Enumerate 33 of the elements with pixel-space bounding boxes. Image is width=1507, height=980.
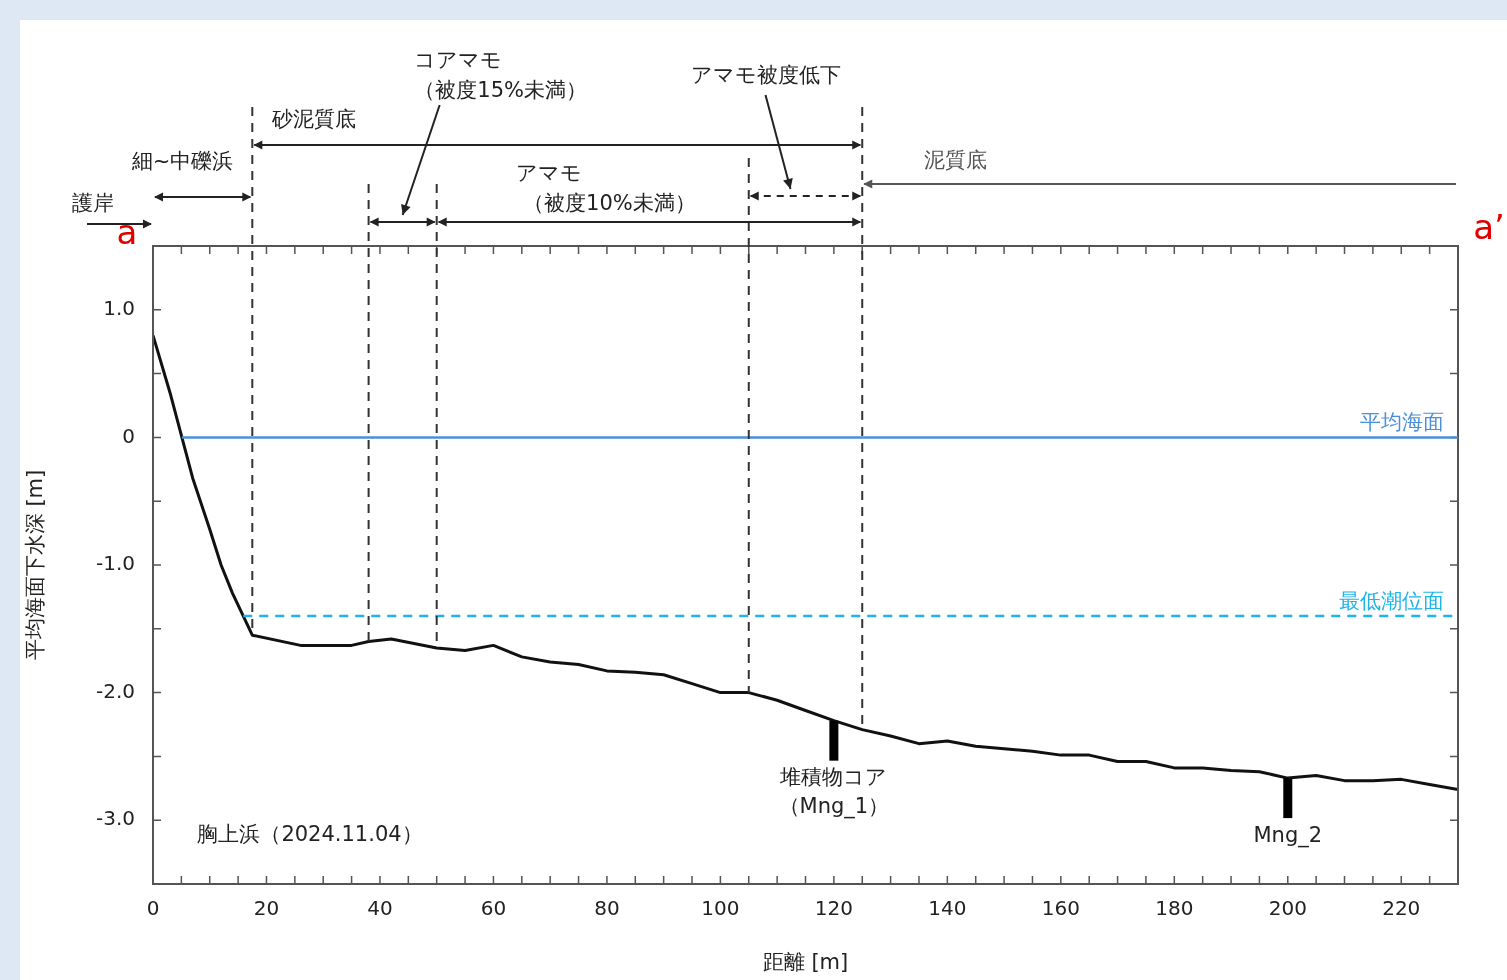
x-axis-title: 距離 [m] [762, 949, 849, 974]
y-tick-label: -1.0 [95, 551, 135, 576]
x-tick-label: 60 [480, 896, 507, 921]
x-tick-label: 200 [1268, 896, 1307, 921]
ref-line-label: 最低潮位面 [1339, 588, 1444, 613]
text: 泥質底 [923, 148, 987, 173]
x-tick-label: 220 [1382, 896, 1421, 921]
x-tick-label: 80 [594, 896, 620, 921]
text: アマモ被度低下 [690, 63, 841, 88]
text: アマモ（被度10%未満） [516, 161, 696, 216]
text: コアマモ（被度15%未満） [413, 48, 587, 103]
y-tick-label: 0 [122, 423, 135, 448]
x-tick-label: 180 [1155, 896, 1194, 921]
annotation: Mng_2 [1253, 822, 1323, 848]
x-tick-label: 120 [814, 896, 853, 921]
y-tick-label: 1.0 [103, 296, 135, 320]
text: 細~中礫浜 [130, 149, 234, 174]
x-tick-label: 40 [367, 896, 393, 921]
x-tick-label: 100 [701, 896, 740, 921]
annotation: 胸上浜（2024.11.04） [197, 822, 423, 847]
y-tick-label: -2.0 [95, 678, 135, 703]
text: a [116, 211, 138, 252]
x-tick-label: 140 [928, 896, 967, 921]
text: 砂泥質底 [271, 107, 357, 132]
ref-line-label: 平均海面 [1360, 410, 1444, 435]
x-tick-label: 160 [1041, 896, 1080, 921]
x-tick-label: 20 [253, 896, 280, 921]
y-tick-label: -3.0 [95, 806, 135, 831]
text: a’ [1473, 206, 1505, 247]
x-tick-label: 0 [146, 896, 160, 921]
annotation: 堆積物コア（Mng_1） [778, 765, 890, 820]
text: 護岸 [72, 191, 114, 216]
y-axis-title: 平均海面下水深 [m] [23, 469, 48, 661]
